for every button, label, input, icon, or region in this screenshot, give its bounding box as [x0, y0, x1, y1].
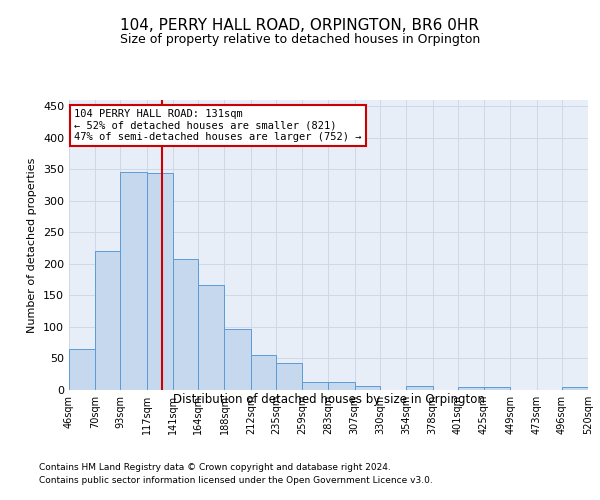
Bar [329, 382, 355, 390]
Text: Contains public sector information licensed under the Open Government Licence v3: Contains public sector information licen… [39, 476, 433, 485]
Text: 104, PERRY HALL ROAD, ORPINGTON, BR6 0HR: 104, PERRY HALL ROAD, ORPINGTON, BR6 0HR [121, 18, 479, 32]
Bar [224, 329, 251, 390]
Bar [458, 387, 484, 390]
Bar [355, 386, 380, 390]
Text: Contains HM Land Registry data © Crown copyright and database right 2024.: Contains HM Land Registry data © Crown c… [39, 462, 391, 471]
Bar [302, 382, 329, 390]
Bar [562, 388, 588, 390]
Text: Size of property relative to detached houses in Orpington: Size of property relative to detached ho… [120, 32, 480, 46]
Bar [173, 259, 198, 390]
Y-axis label: Number of detached properties: Number of detached properties [28, 158, 37, 332]
Bar [276, 363, 302, 390]
Bar [198, 284, 224, 390]
Bar [69, 349, 95, 390]
Text: Distribution of detached houses by size in Orpington: Distribution of detached houses by size … [173, 392, 485, 406]
Text: 104 PERRY HALL ROAD: 131sqm
← 52% of detached houses are smaller (821)
47% of se: 104 PERRY HALL ROAD: 131sqm ← 52% of det… [74, 108, 362, 142]
Bar [121, 172, 147, 390]
Bar [147, 172, 173, 390]
Bar [484, 388, 510, 390]
Bar [251, 354, 276, 390]
Bar [95, 250, 121, 390]
Bar [406, 386, 433, 390]
